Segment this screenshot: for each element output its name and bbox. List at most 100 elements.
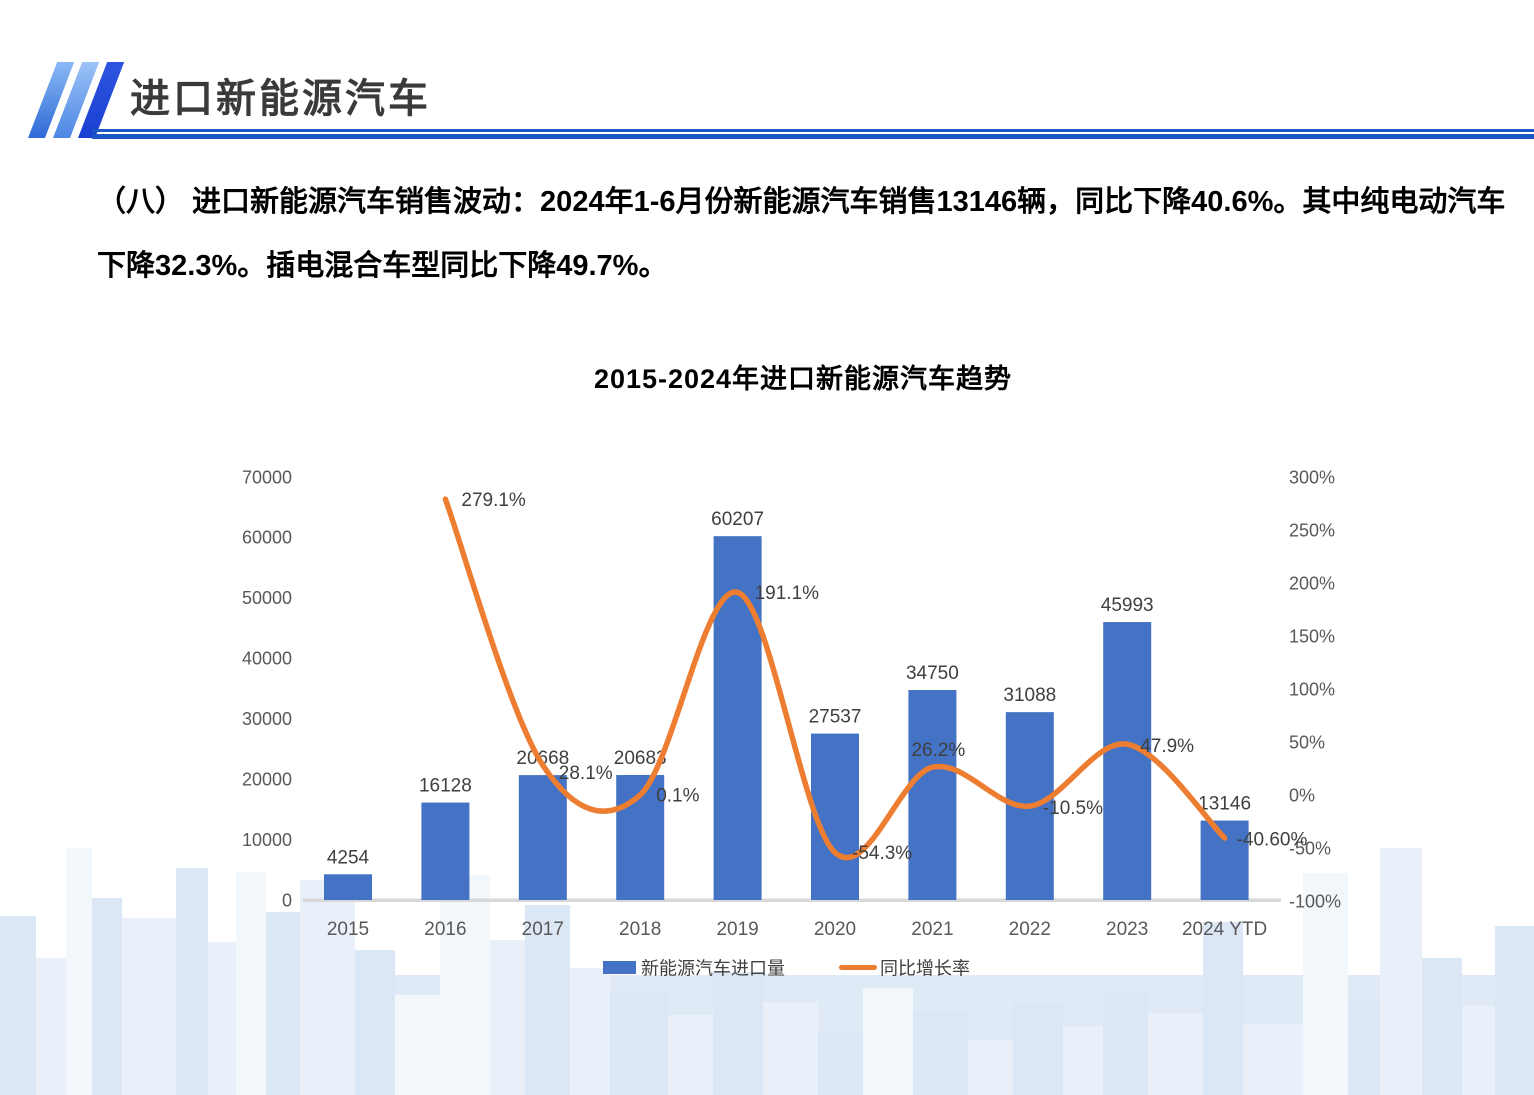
y-axis-left-tick: 70000 [242, 467, 292, 487]
bar-2024 YTD [1200, 820, 1249, 900]
bar-value-label: 4254 [327, 847, 370, 868]
slide-header: 进口新能源汽车 [0, 0, 1534, 150]
growth-point-label: 279.1% [461, 490, 526, 511]
skyline-building [236, 872, 266, 1095]
y-axis-left-tick: 60000 [242, 528, 292, 548]
bar-2021 [908, 690, 957, 900]
bar-2015 [324, 874, 372, 900]
skyline-building [668, 1015, 713, 1095]
y-axis-right-tick: 100% [1289, 679, 1335, 699]
bar-value-label: 20668 [516, 748, 569, 769]
growth-point-label: -40.60% [1237, 830, 1308, 851]
skyline-building [610, 992, 668, 1095]
skyline-building [818, 1032, 863, 1095]
bar-2017 [518, 775, 567, 900]
y-axis-right-tick: 200% [1289, 573, 1335, 593]
skyline-building [763, 1002, 818, 1095]
body-paragraph: （八） 进口新能源汽车销售波动：2024年1-6月份新能源汽车销售13146辆，… [97, 170, 1505, 298]
skyline-building [1380, 848, 1422, 1095]
y-axis-left-tick: 0 [282, 890, 292, 910]
skyline-building [122, 918, 176, 1095]
growth-point-label: 28.1% [559, 763, 613, 784]
growth-point-label: 26.2% [911, 740, 965, 761]
bar-value-label: 16128 [419, 776, 472, 797]
skyline-building [92, 898, 122, 1095]
skyline-building [1495, 926, 1534, 1095]
y-axis-left-tick: 30000 [242, 709, 292, 729]
triple-stripe-logo-icon [18, 60, 125, 138]
skyline-building [0, 916, 36, 1095]
skyline-building [1103, 992, 1148, 1095]
bar-value-label: 31088 [1003, 685, 1056, 706]
skyline-building [440, 875, 490, 1095]
category-label: 2021 [911, 919, 953, 940]
bar-2023 [1103, 622, 1152, 900]
skyline-building [1243, 1024, 1303, 1095]
skyline-building [1148, 1014, 1203, 1095]
y-axis-right-tick: -50% [1289, 838, 1331, 858]
y-axis-left-tick: 20000 [242, 769, 292, 789]
bar-value-label: 45993 [1101, 595, 1154, 616]
skyline-building [1203, 922, 1243, 1095]
bar-value-label: 60207 [711, 509, 764, 530]
skyline-building [913, 1010, 968, 1095]
skyline-building [1348, 1000, 1380, 1095]
bar-value-label: 27537 [809, 707, 862, 728]
growth-point-label: 47.9% [1140, 736, 1194, 757]
header-rule-thick [92, 134, 1534, 139]
page-title: 进口新能源汽车 [130, 77, 431, 121]
category-label: 2023 [1106, 919, 1148, 940]
chart-title: 2015-2024年进口新能源汽车趋势 [593, 364, 1013, 394]
category-label: 2020 [814, 919, 856, 940]
y-axis-right-tick: -100% [1289, 891, 1341, 911]
skyline-building [525, 905, 570, 1095]
growth-line [442, 496, 1228, 861]
y-axis-left-tick: 40000 [242, 649, 292, 669]
legend-label-import-volume: 新能源汽车进口量 [641, 958, 785, 978]
growth-point-label: 191.1% [755, 583, 820, 604]
category-label: 2024 YTD [1182, 919, 1267, 940]
category-label: 2019 [716, 919, 758, 940]
legend-label-growth-rate: 同比增长率 [880, 958, 970, 978]
x-axis-baseline [303, 898, 1281, 902]
skyline-building [1303, 873, 1348, 1095]
category-label: 2017 [522, 919, 564, 940]
y-axis-right-tick: 150% [1289, 626, 1335, 646]
paragraph-line-2: 下降32.3%。插电混合车型同比下降49.7%。 [97, 250, 668, 282]
bar-2019 [713, 536, 762, 900]
skyline-building [968, 1040, 1013, 1095]
skyline-building [713, 972, 763, 1095]
skyline-building [1462, 1006, 1495, 1095]
skyline-building [570, 968, 610, 1095]
skyline-building [36, 958, 66, 1095]
growth-point-label: -10.5% [1043, 798, 1103, 819]
y-axis-left-tick: 50000 [242, 588, 292, 608]
y-axis-right-tick: 0% [1289, 785, 1315, 805]
skyline-building [1013, 1002, 1063, 1095]
skyline-building [355, 950, 395, 1095]
category-label: 2018 [619, 919, 661, 940]
category-label: 2016 [424, 919, 466, 940]
growth-point-label: 0.1% [656, 786, 699, 807]
skyline-building [300, 880, 355, 1095]
skyline-building [1063, 1026, 1103, 1095]
legend-bar-swatch [603, 961, 636, 974]
y-axis-right-tick: 250% [1289, 520, 1335, 540]
y-axis-right-tick: 300% [1289, 467, 1335, 487]
header-rule-thin [92, 129, 1534, 132]
bar-2016 [421, 802, 470, 900]
skyline-building [176, 868, 208, 1095]
y-axis-right-tick: 50% [1289, 732, 1325, 752]
legend-line-swatch [839, 965, 877, 970]
growth-point-label: -54.3% [852, 843, 912, 864]
bar-value-label: 34750 [906, 663, 959, 684]
skyline-building [395, 995, 440, 1095]
category-label: 2015 [327, 919, 369, 940]
skyline-building [1422, 958, 1462, 1095]
skyline-building [863, 988, 913, 1095]
skyline-building [208, 942, 236, 1095]
category-label: 2022 [1009, 919, 1051, 940]
skyline-building [490, 940, 525, 1095]
